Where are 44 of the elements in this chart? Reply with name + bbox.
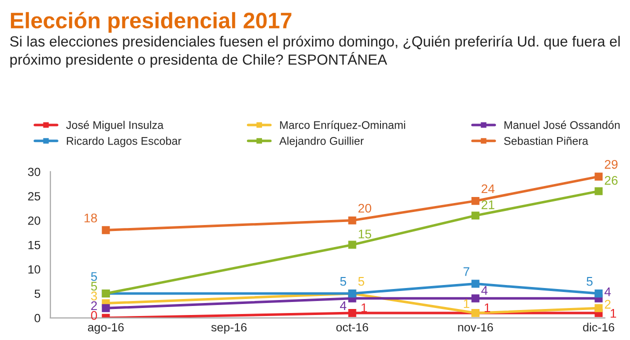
legend-label: Ricardo Lagos Escobar — [66, 136, 182, 148]
y-tick-label: 30 — [28, 168, 40, 176]
legend-label: Manuel José Ossandón — [504, 120, 620, 129]
data-label: 4 — [340, 301, 346, 310]
legend-label: Sebastian Piñera — [504, 136, 588, 145]
legend-label: Marco Enríquez-Ominami — [280, 120, 406, 132]
chart-subtitle: Si las elecciones presidenciales fuesen el próximo domingo, ¿Quién preferiría Ud. que fuera el próximo presidente o presidenta de Chile? ESPONTÁNEA — [10, 36, 620, 68]
x-tick-label: oct-16 — [336, 323, 368, 332]
data-label: 1 — [362, 303, 367, 312]
data-label: 5 — [586, 277, 593, 286]
x-tick-label: ago-16 — [88, 323, 124, 334]
y-tick-label: 20 — [28, 216, 40, 225]
y-tick-label: 15 — [28, 240, 40, 250]
x-tick-label: dic-16 — [583, 322, 614, 332]
legend-label: Alejandro Guillier — [279, 136, 364, 148]
data-label: 5 — [91, 282, 97, 291]
data-label: 4 — [481, 286, 488, 295]
x-tick-label: sep-16 — [211, 323, 247, 334]
data-label: 1 — [464, 299, 470, 308]
data-label: 18 — [84, 214, 97, 222]
data-label: 29 — [604, 160, 618, 169]
data-label: 20 — [358, 204, 372, 213]
data-label: 7 — [464, 267, 470, 276]
y-tick-label: 5 — [34, 290, 40, 298]
y-tick-label: 0 — [34, 314, 40, 322]
data-label: 1 — [610, 309, 616, 318]
y-tick-label: 10 — [28, 265, 40, 274]
x-tick-label: nov-16 — [458, 323, 493, 332]
chart-title: Elección presidencial 2017 — [10, 12, 292, 33]
data-label: 2 — [91, 301, 97, 310]
data-label: 26 — [604, 176, 618, 185]
data-label: 4 — [604, 287, 611, 296]
data-label: 5 — [358, 277, 364, 286]
data-label: 5 — [340, 277, 346, 286]
data-label: 5 — [91, 272, 97, 281]
data-label: 0 — [91, 311, 98, 320]
data-label: 21 — [482, 200, 494, 210]
y-tick-label: 25 — [28, 192, 40, 200]
data-label: 15 — [358, 230, 372, 238]
data-label: 3 — [91, 292, 97, 300]
data-label: 1 — [484, 303, 490, 312]
data-label: 2 — [604, 300, 611, 309]
data-label: 24 — [482, 184, 495, 194]
legend-label: José Miguel Insulza — [66, 120, 164, 132]
